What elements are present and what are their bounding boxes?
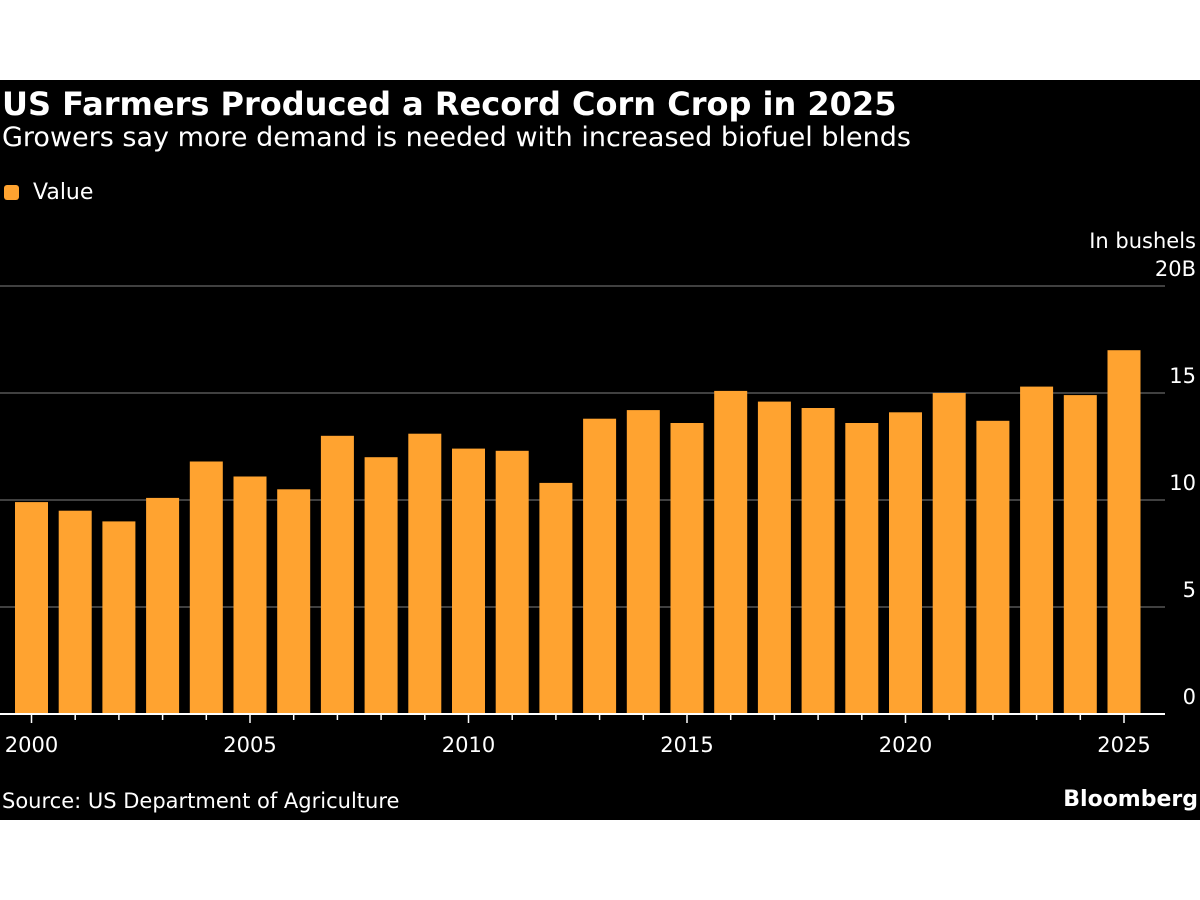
bar-chart: 0 5 10 15 20B In bushels 2000 2005 2010 2015 2020… (0, 229, 1196, 757)
bar (583, 418, 617, 714)
x-tick-label: 2005 (223, 733, 276, 757)
bar (146, 497, 180, 714)
bar (889, 412, 922, 714)
bar (495, 450, 529, 714)
chart-card: US Farmers Produced a Record Corn Crop i… (0, 80, 1200, 820)
bar (1063, 395, 1097, 714)
legend-label: Value (33, 179, 94, 205)
chart-subtitle: Growers say more demand is needed with i… (2, 122, 911, 153)
y-axis-labels: 0 5 10 15 20B In bushels (1089, 229, 1196, 709)
bar (58, 510, 92, 714)
bloomberg-logo: Bloomberg (1063, 787, 1198, 812)
x-axis (0, 713, 1165, 723)
y-tick-label: 15 (1169, 364, 1196, 388)
bar (976, 420, 1010, 714)
bar (408, 433, 442, 714)
bar (932, 393, 966, 714)
source-note: Source: US Department of Agriculture (2, 789, 400, 813)
bars (15, 350, 1141, 714)
x-tick-label: 2010 (442, 733, 495, 757)
unit-label: In bushels (1089, 229, 1196, 253)
x-tick-label: 2000 (5, 733, 58, 757)
legend-swatch (4, 184, 19, 200)
y-tick-label: 10 (1169, 471, 1196, 495)
bar (452, 448, 485, 714)
bar (364, 457, 398, 714)
bar (714, 390, 748, 714)
bar (1020, 386, 1054, 714)
y-tick-label: 0 (1183, 685, 1196, 709)
bar (15, 502, 48, 714)
bar (320, 435, 354, 714)
x-tick-label: 2015 (660, 733, 713, 757)
y-tick-label: 20B (1155, 257, 1196, 281)
bar (1107, 350, 1141, 714)
x-tick-label: 2025 (1097, 733, 1150, 757)
bar (102, 521, 136, 714)
bar (757, 401, 791, 714)
bar (189, 461, 223, 714)
y-tick-label: 5 (1183, 578, 1196, 602)
x-tick-label: 2020 (879, 733, 932, 757)
chart-title: US Farmers Produced a Record Corn Crop i… (2, 85, 897, 123)
bar (670, 423, 704, 714)
x-axis-labels: 2000 2005 2010 2015 2020 2025 (5, 733, 1151, 757)
legend: Value (4, 178, 93, 206)
bar (233, 476, 267, 714)
bar (845, 423, 879, 714)
bar (626, 410, 660, 714)
bar (277, 489, 311, 714)
bar (539, 482, 573, 714)
bar (801, 408, 835, 714)
